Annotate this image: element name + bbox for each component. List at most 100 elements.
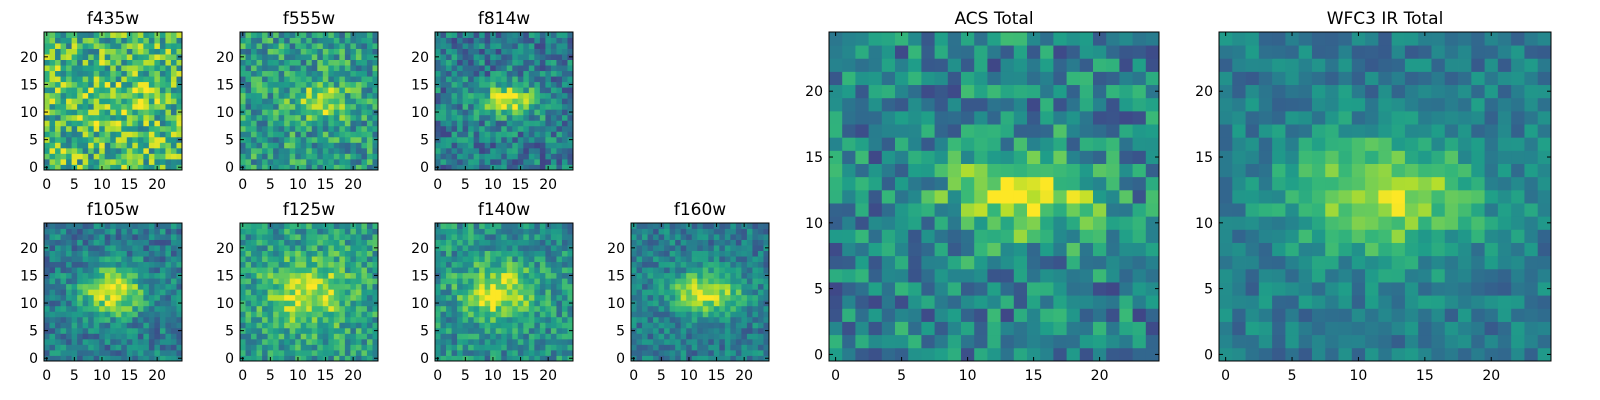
heatmap-cell bbox=[517, 153, 524, 160]
heatmap-cell bbox=[66, 98, 72, 105]
heatmap-cell bbox=[451, 109, 458, 116]
heatmap-cell bbox=[517, 92, 524, 99]
heatmap-cell bbox=[735, 322, 742, 329]
heatmap-cell bbox=[647, 272, 654, 279]
heatmap-cell bbox=[561, 261, 568, 268]
heatmap-cell bbox=[306, 322, 313, 329]
heatmap-cell bbox=[77, 32, 84, 38]
heatmap-cell bbox=[154, 294, 161, 301]
heatmap-cell bbox=[366, 261, 373, 268]
heatmap-cell bbox=[256, 81, 263, 88]
heatmap-cell bbox=[881, 163, 896, 178]
heatmap-cell bbox=[757, 278, 764, 285]
heatmap-cell bbox=[154, 81, 161, 88]
heatmap-cell bbox=[366, 289, 373, 296]
heatmap-cell bbox=[137, 305, 144, 312]
heatmap-cell bbox=[77, 142, 84, 149]
heatmap-cell bbox=[311, 278, 318, 285]
heatmap-cell bbox=[262, 234, 268, 240]
heatmap-cell bbox=[735, 261, 742, 268]
heatmap-cell bbox=[512, 311, 519, 318]
heatmap-cell bbox=[289, 333, 296, 340]
heatmap-cell bbox=[110, 142, 117, 149]
heatmap-cell bbox=[148, 272, 155, 279]
heatmap-cell bbox=[691, 311, 698, 318]
heatmap-cell bbox=[77, 223, 84, 229]
heatmap-cell bbox=[55, 267, 61, 274]
heatmap-cell bbox=[523, 245, 530, 251]
heatmap-cell bbox=[506, 322, 513, 329]
heatmap-cell bbox=[366, 349, 373, 356]
heatmap-cell bbox=[484, 37, 491, 44]
heatmap-cell bbox=[306, 153, 313, 160]
heatmap-cell bbox=[1027, 176, 1041, 191]
heatmap-cell bbox=[757, 272, 764, 279]
heatmap-cell bbox=[730, 355, 737, 362]
y-tick-label: 10 bbox=[216, 296, 234, 312]
heatmap-cell bbox=[473, 114, 480, 121]
heatmap-cell bbox=[328, 109, 335, 116]
heatmap-cell bbox=[143, 120, 150, 127]
heatmap-cell bbox=[561, 158, 568, 165]
heatmap-cell bbox=[517, 289, 524, 296]
heatmap-cell bbox=[366, 114, 373, 121]
heatmap-cell bbox=[653, 355, 659, 362]
heatmap-cell bbox=[245, 305, 252, 312]
heatmap-cell bbox=[545, 333, 552, 340]
heatmap-cell bbox=[763, 294, 770, 301]
heatmap-cell bbox=[735, 316, 742, 323]
heatmap-cell bbox=[451, 234, 458, 240]
heatmap-cell bbox=[88, 125, 95, 132]
heatmap-cell bbox=[961, 229, 975, 243]
heatmap-cell bbox=[60, 70, 67, 77]
heatmap-cell bbox=[545, 256, 552, 263]
heatmap-cell bbox=[251, 164, 257, 171]
heatmap-cell bbox=[361, 272, 368, 279]
heatmap-cell bbox=[60, 283, 67, 290]
heatmap-cell bbox=[1119, 295, 1133, 309]
heatmap-cell bbox=[273, 125, 280, 132]
heatmap-cell bbox=[457, 158, 463, 165]
heatmap-cell bbox=[752, 316, 759, 323]
heatmap-cell bbox=[77, 164, 84, 171]
heatmap-cell bbox=[512, 164, 519, 171]
heatmap-cell bbox=[256, 32, 263, 38]
heatmap-cell bbox=[567, 250, 574, 257]
heatmap-cell bbox=[317, 114, 324, 121]
heatmap-cell bbox=[842, 189, 856, 204]
heatmap-cell bbox=[110, 43, 117, 49]
heatmap-cell bbox=[545, 59, 552, 66]
heatmap-cell bbox=[567, 338, 574, 345]
heatmap-cell bbox=[148, 103, 155, 110]
heatmap-cell bbox=[317, 344, 324, 351]
heatmap-cell bbox=[355, 92, 362, 99]
heatmap-cell bbox=[137, 300, 144, 307]
heatmap-cell bbox=[165, 256, 172, 263]
heatmap-cell bbox=[44, 48, 50, 55]
heatmap-cell bbox=[110, 294, 117, 301]
heatmap-cell bbox=[99, 43, 106, 49]
heatmap-cell bbox=[170, 43, 177, 49]
heatmap-cell bbox=[675, 294, 682, 301]
heatmap-cell bbox=[88, 316, 95, 323]
heatmap-cell bbox=[71, 261, 78, 268]
heatmap-cell bbox=[490, 131, 497, 138]
heatmap-cell bbox=[350, 136, 357, 143]
heatmap-cell bbox=[333, 109, 340, 116]
heatmap-cell bbox=[757, 256, 764, 263]
heatmap-cell bbox=[556, 32, 563, 38]
heatmap-cell bbox=[468, 98, 475, 105]
heatmap-cell bbox=[451, 344, 458, 351]
heatmap-cell bbox=[322, 81, 329, 88]
heatmap-cell bbox=[664, 283, 671, 290]
heatmap-cell bbox=[77, 322, 84, 329]
heatmap-cell bbox=[132, 223, 139, 229]
heatmap-cell bbox=[528, 131, 535, 138]
heatmap-cell bbox=[440, 43, 447, 49]
heatmap-cell bbox=[435, 37, 441, 44]
heatmap-cell bbox=[300, 103, 307, 110]
heatmap-cell bbox=[440, 142, 447, 149]
heatmap-cell bbox=[829, 229, 843, 243]
heatmap-cell bbox=[82, 355, 89, 362]
heatmap-cell bbox=[121, 153, 128, 160]
